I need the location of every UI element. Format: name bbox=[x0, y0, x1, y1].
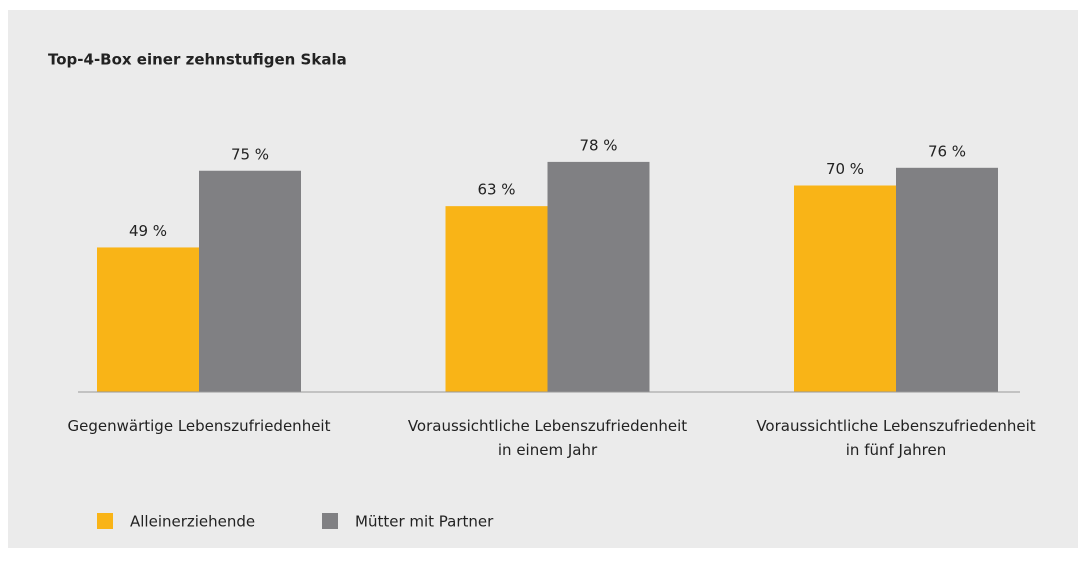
bar bbox=[97, 247, 199, 392]
value-label: 70 % bbox=[826, 160, 864, 178]
legend-label: Mütter mit Partner bbox=[355, 513, 494, 531]
legend-swatch bbox=[322, 513, 338, 529]
x-tick-label: Voraussichtliche Lebenszufriedenheit in … bbox=[756, 417, 1036, 459]
bar bbox=[794, 185, 896, 392]
chart-title: Top-4-Box einer zehnstufigen Skala bbox=[48, 51, 347, 69]
x-tick-label: Voraussichtliche Lebenszufriedenheit in … bbox=[407, 417, 688, 459]
value-label: 49 % bbox=[129, 222, 167, 240]
x-tick-label: Gegenwärtige Lebenszufriedenheit bbox=[67, 417, 331, 435]
legend-swatch bbox=[97, 513, 113, 529]
bar bbox=[445, 206, 548, 392]
legend-label: Alleinerziehende bbox=[130, 513, 255, 531]
value-label: 76 % bbox=[928, 142, 966, 160]
bar bbox=[547, 161, 650, 392]
value-label: 63 % bbox=[477, 181, 515, 199]
value-label: 78 % bbox=[579, 136, 617, 154]
value-label: 75 % bbox=[231, 145, 269, 163]
bar bbox=[199, 170, 301, 392]
bar bbox=[896, 167, 998, 392]
